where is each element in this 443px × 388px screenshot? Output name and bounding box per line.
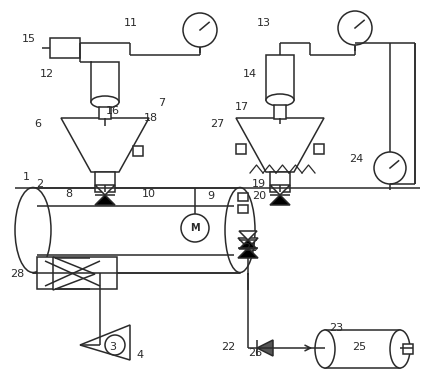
Polygon shape xyxy=(270,195,290,205)
Text: M: M xyxy=(190,223,200,233)
Polygon shape xyxy=(95,185,115,195)
Bar xyxy=(266,55,294,100)
Text: 21: 21 xyxy=(243,243,257,253)
Ellipse shape xyxy=(91,96,119,108)
Ellipse shape xyxy=(15,187,51,272)
Polygon shape xyxy=(236,118,324,172)
Bar xyxy=(314,144,324,154)
Ellipse shape xyxy=(225,187,255,272)
Circle shape xyxy=(183,13,217,47)
Bar xyxy=(50,38,80,58)
Text: 18: 18 xyxy=(144,113,158,123)
Bar xyxy=(238,193,248,201)
Bar xyxy=(270,172,290,192)
Circle shape xyxy=(374,152,406,184)
Text: 12: 12 xyxy=(39,69,54,79)
Polygon shape xyxy=(61,118,149,172)
Text: 1: 1 xyxy=(23,171,30,182)
Text: 13: 13 xyxy=(256,17,271,28)
Bar xyxy=(33,188,240,273)
Bar xyxy=(95,172,115,192)
Text: 22: 22 xyxy=(221,342,235,352)
Text: 6: 6 xyxy=(34,119,41,129)
Ellipse shape xyxy=(390,330,410,368)
Text: 24: 24 xyxy=(350,154,364,164)
Polygon shape xyxy=(80,325,130,360)
Bar xyxy=(99,107,111,119)
Text: 25: 25 xyxy=(352,342,366,352)
Polygon shape xyxy=(270,185,290,195)
Text: 10: 10 xyxy=(141,189,155,199)
Text: 17: 17 xyxy=(234,102,249,112)
Text: 4: 4 xyxy=(136,350,143,360)
Polygon shape xyxy=(238,238,258,248)
Circle shape xyxy=(181,214,209,242)
Circle shape xyxy=(105,335,125,355)
Text: 3: 3 xyxy=(109,342,117,352)
Text: 8: 8 xyxy=(65,189,72,199)
Text: 27: 27 xyxy=(210,119,224,129)
Text: 9: 9 xyxy=(207,191,214,201)
Ellipse shape xyxy=(315,330,335,368)
Polygon shape xyxy=(239,240,257,249)
Text: 14: 14 xyxy=(243,69,257,79)
Text: 7: 7 xyxy=(158,98,165,108)
Text: 28: 28 xyxy=(11,268,25,279)
Text: 23: 23 xyxy=(330,323,344,333)
Bar xyxy=(133,146,143,156)
Bar xyxy=(403,344,413,354)
Polygon shape xyxy=(238,248,258,258)
Text: 16: 16 xyxy=(106,106,120,116)
Circle shape xyxy=(338,11,372,45)
Text: 15: 15 xyxy=(22,34,36,44)
Polygon shape xyxy=(239,231,257,240)
Bar xyxy=(236,144,246,154)
Bar xyxy=(37,257,117,289)
Text: 20: 20 xyxy=(252,191,266,201)
Bar xyxy=(238,205,248,213)
Text: 19: 19 xyxy=(252,179,266,189)
Polygon shape xyxy=(53,257,95,290)
Polygon shape xyxy=(95,195,115,205)
Bar xyxy=(325,330,400,368)
Bar xyxy=(274,105,286,119)
Bar xyxy=(91,62,119,102)
Text: 2: 2 xyxy=(36,179,43,189)
Polygon shape xyxy=(257,340,273,356)
Text: 11: 11 xyxy=(124,18,138,28)
Text: 26: 26 xyxy=(248,348,262,358)
Ellipse shape xyxy=(266,94,294,106)
